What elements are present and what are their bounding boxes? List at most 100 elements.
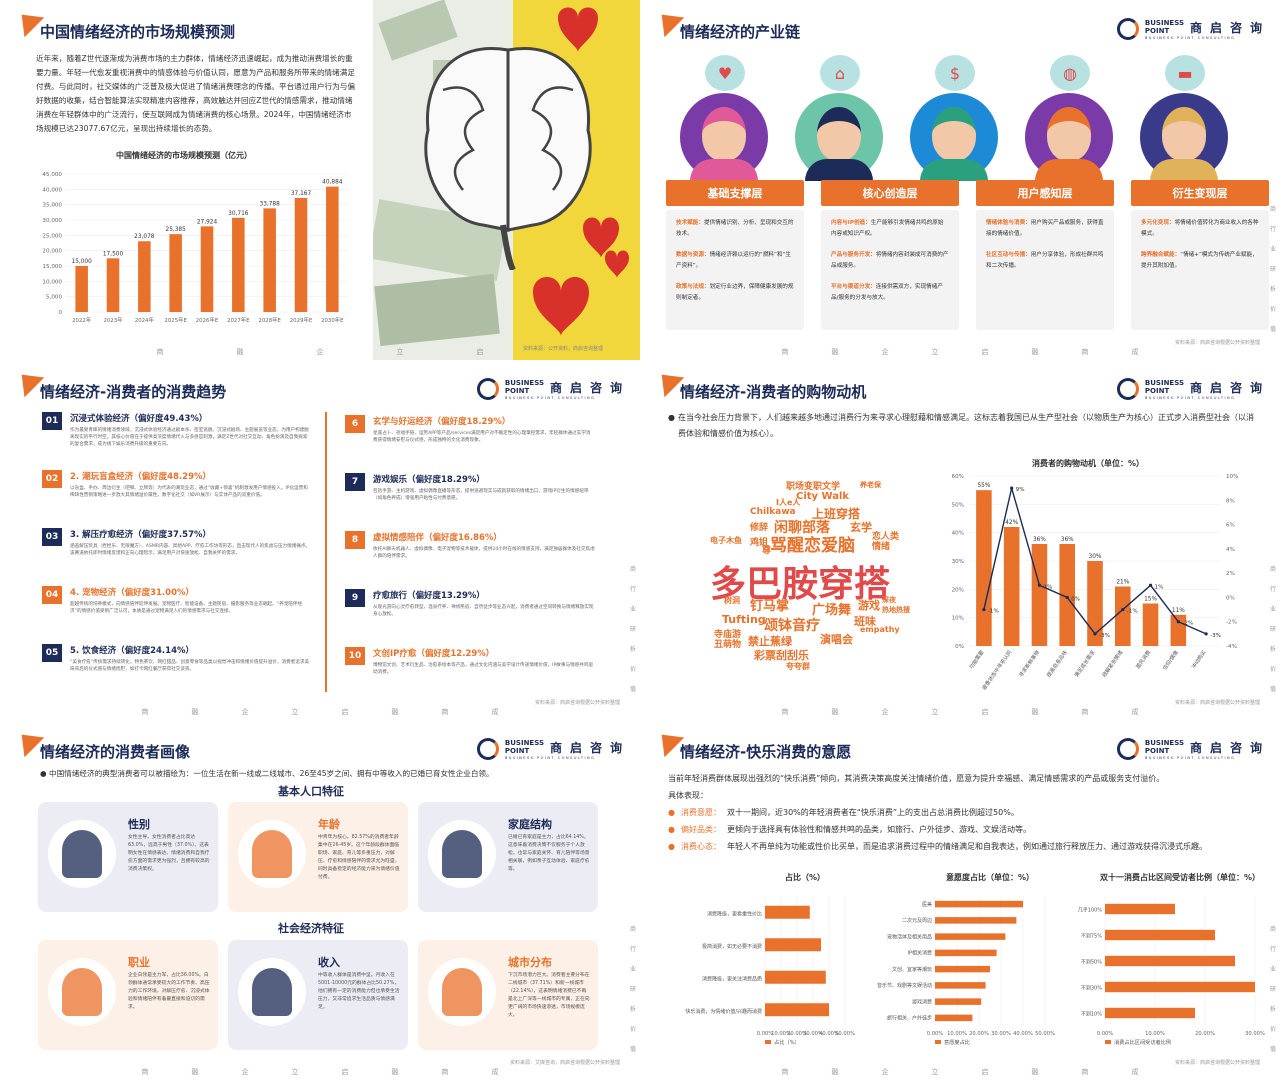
word-cloud-term: 夸夸群 [786,662,810,671]
profile-illustration-icon [48,958,116,1026]
bar [232,217,245,312]
trend-number: 9 [345,589,365,607]
card-heading: 性别 [128,818,150,831]
bar [935,982,986,989]
legend-label: 意愿度占比 [944,1038,970,1046]
x-tick-label: 提高自身品味 [1044,649,1068,679]
illustration-figure-icon [442,968,482,1016]
bar [935,949,997,957]
card-desc: 中青年为核心。82.57%的消费者年龄集中在26-45岁。这个年龄段群体面临职场… [318,835,400,880]
happy-item-text: 更倾向于选择具有体验性和情感共鸣的品类，如旅行、户外徒步、游戏、文娱活动等。 [726,825,1031,834]
avatar [680,93,768,181]
y-tick-label: 不到30% [1081,985,1102,992]
y-tick-label: IP相关消费 [908,950,933,957]
bar-value-label: 30,716 [228,211,249,217]
slide-happy-consumption: 情绪经济-快乐消费的意愿 BUSINESS POINT 商启咨询 BUSINESS… [640,720,1280,1080]
avatar [1140,93,1228,181]
word-cloud-term: I人e人 [776,498,801,507]
y-tick-label: 不到10% [1081,1011,1102,1018]
slide-title: 情绪经济的消费者画像 [40,742,191,761]
footer-char: 启 [981,708,989,716]
bar-value-label: 40,884 [322,180,343,186]
word-cloud-term: 多巴胺穿搭 [710,564,891,605]
line-value-label: -2% [1182,621,1193,627]
happy-item-text: 年轻人不再单纯为功能或性价比买单，而是追求消费过程中的情绪满足和自我表达，例如通… [726,842,1207,851]
line-point [1065,595,1069,600]
source-note: 资料来源：商启咨询根据公开资料整理 [1174,700,1260,706]
word-cloud-term: 树洞 [724,596,740,605]
sidebar-char: 析 [1269,1006,1276,1013]
slide-market-size: 中国情绪经济的市场规模预测 近年来，随着Z世代逐渐成为消费市场的主力群体，情绪经… [0,0,640,360]
brand-logo: BUSINESS POINT 商启咨询 BUSINESS POINT CONSUL… [476,738,630,760]
card-heading: 职业 [128,956,150,969]
y-tick-label: 医美 [922,901,932,908]
avatar-face-icon [702,107,746,161]
share-chart: 占比（%）0.00%10.00%20.00%30.00%40.00%50.00%… [685,872,855,1046]
logo-tagline: BUSINESS POINT CONSULTING [504,755,596,760]
bar-value-label: 36% [1061,537,1074,543]
happy-item-key: 偏好品类： [680,825,721,834]
trend-desc: 依托AI聊天机器人、虚拟偶像、电子宠物等技术载体，提供24小时在线的情感支持，满… [373,547,595,559]
trend-number: 10 [345,647,365,665]
layer-item-key: 数据与资源： [676,252,710,258]
footer-char: 立 [931,1068,939,1076]
footer-char: 融 [391,1068,399,1076]
sidebar-char: 析 [1269,646,1276,653]
bar [935,900,1023,908]
layer-item-text: 提供情绪识别、分析、呈现和交互的技术。 [676,220,794,237]
trend-desc: 作为最受青睐的情绪消费领域，沉浸式体验经济通过剧本杀、密室逃脱、沉浸式剧场、主题… [70,428,309,447]
house-icon: ⌂ [820,55,860,91]
avatar-body-icon [1150,159,1218,181]
bar [1105,903,1175,915]
bullet-dot-icon: ● [668,808,675,817]
footer-char: 企 [241,708,249,716]
logo-cn: 商启咨询 [1189,740,1270,755]
bar [765,938,821,952]
x-tick-label: 50.00% [835,1031,855,1037]
trend-title: 沉浸式体验经济（偏好度49.43%） [70,414,208,424]
word-cloud-term: 恋人类 [872,532,900,542]
trend-content: 沉浸式体验经济（偏好度49.43%） 作为最受青睐的情绪消费领域，沉浸式体验经济通… [70,412,312,448]
trend-title: 虚拟情感陪伴（偏好度16.86%） [373,533,502,543]
y-tick-label: 文创、宜家等潮玩 [892,966,932,973]
sidebar-char: 商 [629,926,636,933]
footer-char: 融 [831,708,839,716]
x-tick-label: 2023年 [103,316,123,324]
word-cloud-term: 闲聊部落 [774,520,830,536]
source-note: 资料来源：商启咨询根据公开资料整理 [534,700,620,706]
x-tick-label: 信仰/偶像 [1161,648,1181,672]
brand-logo: BUSINESS POINT 商启咨询 BUSINESS POINT CONSUL… [1116,18,1270,40]
slide-title: 情绪经济的产业链 [680,22,801,41]
y-tick-label: 消费降级，更关注消费品质 [702,976,762,983]
intro-sub: 具体表现： [668,791,708,800]
bar [1115,586,1131,646]
trend-desc: 博物馆文创、艺术衍生品、治愈系绘本等产品，通过文化内涵与美学设计传递情绪价值，I… [373,663,594,675]
bar [294,198,308,312]
word-cloud-term: 养老保 [860,481,881,489]
x-tick-label: 满足成长需求 [1072,648,1097,679]
word-cloud-term: City Walk [796,491,850,502]
x-tick-label: 20.00% [1195,1031,1215,1037]
trend-item: 02 2. 潮玩盲盒经济（偏好度48.29%） 以盲盒、手办、周边衍生（吧唧、立牌等… [42,470,312,499]
footer-char: 立 [396,348,404,356]
image-source: 资料来源：公开资料，商启咨询整理 [523,346,604,352]
trend-item: 6 玄学与好运经济（偏好度18.29%） 星座占卜、祈福手链、运势APP等产品/se… [345,415,595,444]
car-icon: ▬ [1165,55,1205,91]
footer-marks: 商融企立启融商成 [640,347,1280,357]
legend-swatch [765,1040,771,1044]
profile-card: 性别 女性主导。女性消费者占比高达63.0%，远高于男性（37.0%）。这表明女性… [38,802,218,912]
line-point [982,607,986,612]
bar-value-label: 30% [1089,554,1102,560]
x-tick-label: 2029年E [290,316,313,324]
sidebar-char: 商 [1269,206,1276,213]
bullet-dot-icon: ● [40,769,50,778]
x-tick-label: 2028年E [258,316,281,324]
y-tick-label: 35,000 [42,203,62,209]
footer-char: 商 [441,708,449,716]
bar [935,998,982,1005]
bar [765,970,826,984]
x-tick-label: 40.00% [819,1031,839,1037]
trend-number: 7 [345,473,365,491]
line-value-label: -1% [988,609,999,615]
x-tick-label: 40.00% [1013,1031,1033,1037]
